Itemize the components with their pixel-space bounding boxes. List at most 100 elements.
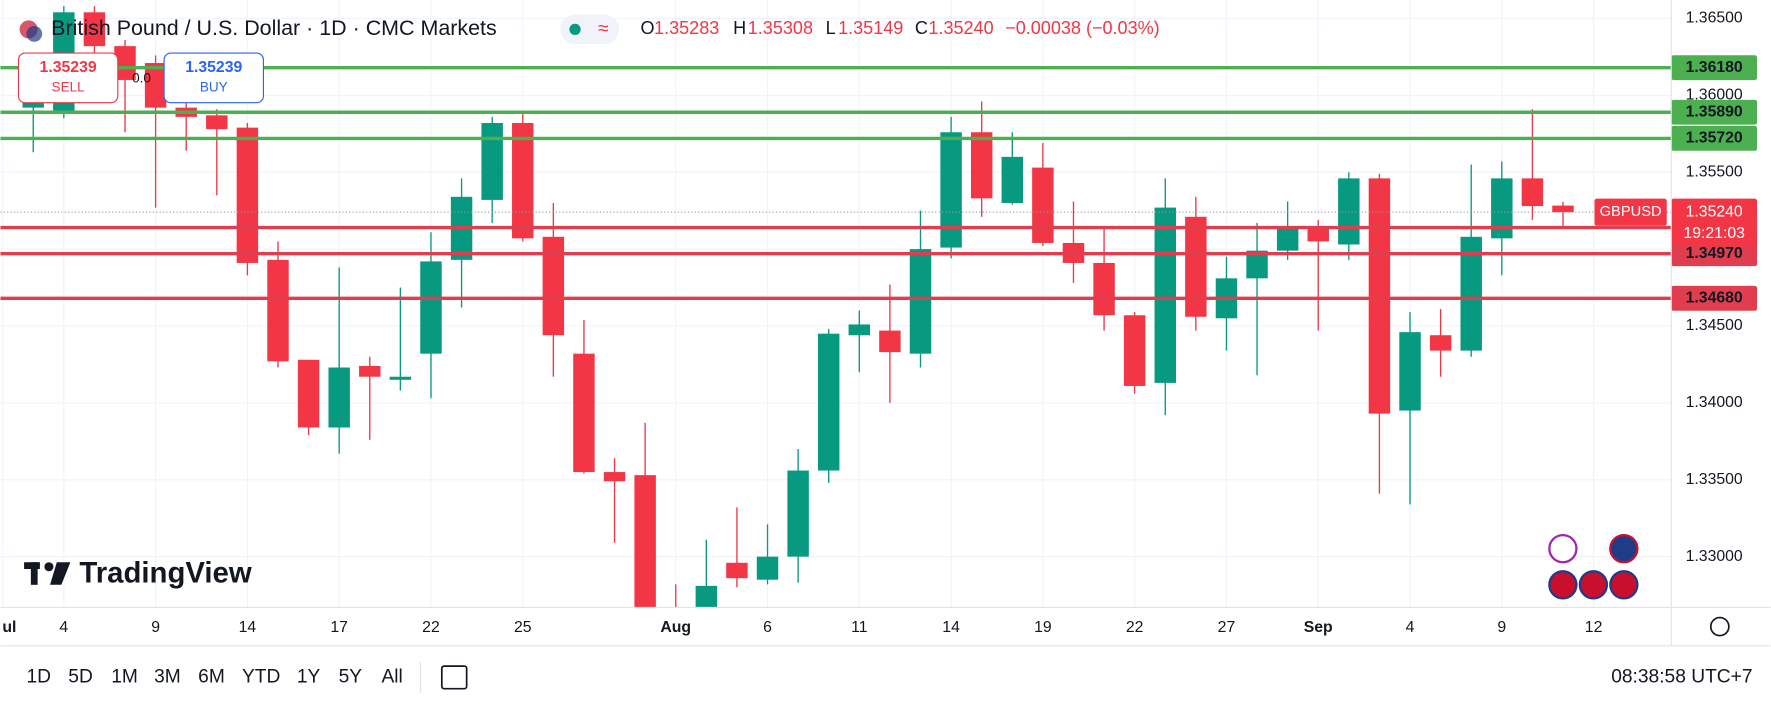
x-tick-label: 11 bbox=[851, 619, 868, 636]
ohlc-change: −0.00038 (−0.03%) bbox=[1005, 18, 1160, 38]
x-tick-label: ul bbox=[2, 619, 16, 636]
candle-body bbox=[328, 367, 350, 428]
y-tick-label: 1.33000 bbox=[1686, 548, 1743, 565]
candle-body bbox=[542, 236, 565, 336]
event-icon[interactable] bbox=[1609, 534, 1639, 564]
level-label: 1.34680 bbox=[1686, 289, 1743, 306]
symbol-title: British Pound / U.S. Dollar · 1D · CMC M… bbox=[51, 16, 497, 40]
candle-body bbox=[297, 359, 320, 428]
x-tick-label: 27 bbox=[1218, 619, 1236, 636]
ohlc-value: 1.35283 bbox=[654, 18, 719, 38]
candle-body bbox=[1032, 167, 1054, 243]
range-button[interactable]: 6M bbox=[198, 666, 225, 687]
level-label-box bbox=[1671, 125, 1758, 151]
ohlc-label: O bbox=[641, 18, 655, 38]
candle-body bbox=[1429, 335, 1452, 351]
y-tick-label: 1.35500 bbox=[1686, 163, 1743, 180]
candle-body bbox=[909, 249, 932, 354]
candle-body bbox=[1307, 226, 1329, 242]
level-label-box bbox=[1671, 99, 1758, 125]
range-button[interactable]: 5D bbox=[68, 666, 93, 687]
candle-body bbox=[817, 333, 840, 471]
spread: 0.0 bbox=[132, 71, 151, 86]
range-button[interactable]: 3M bbox=[154, 666, 181, 687]
x-tick-label: Aug bbox=[660, 619, 691, 636]
candle-body bbox=[1521, 178, 1544, 207]
sell-label: SELL bbox=[52, 80, 86, 95]
candle-body bbox=[1123, 315, 1146, 386]
ohlc-label: H bbox=[733, 18, 746, 38]
settings-icon[interactable] bbox=[1709, 616, 1730, 637]
y-tick-label: 1.36000 bbox=[1686, 87, 1743, 104]
date-range-icon[interactable] bbox=[440, 665, 468, 690]
event-icon[interactable] bbox=[1609, 570, 1639, 600]
level-label: 1.35720 bbox=[1686, 130, 1743, 147]
symbol-label: GBPUSD bbox=[1600, 204, 1662, 220]
candle-body bbox=[940, 132, 962, 248]
x-tick-label: 22 bbox=[422, 619, 440, 636]
level-label-box bbox=[1671, 285, 1758, 311]
price-axis: 1.330001.335001.340001.345001.350001.355… bbox=[1594, 10, 1758, 565]
market-status-dot bbox=[569, 23, 581, 35]
range-button[interactable]: 1D bbox=[26, 666, 51, 687]
brand-logo bbox=[50, 562, 71, 585]
range-button[interactable]: 1Y bbox=[297, 666, 321, 687]
range-button[interactable]: All bbox=[381, 666, 402, 687]
indicator-pill[interactable] bbox=[560, 14, 620, 45]
candle-body bbox=[1185, 216, 1207, 317]
event-icon[interactable] bbox=[1548, 570, 1578, 600]
candle-body bbox=[573, 353, 595, 473]
candle-body bbox=[1093, 262, 1115, 316]
countdown: 19:21:03 bbox=[1683, 225, 1745, 242]
buy-label: BUY bbox=[200, 80, 228, 95]
y-tick-label: 1.34500 bbox=[1686, 317, 1743, 334]
y-tick-label: 1.36500 bbox=[1686, 10, 1743, 27]
ohlc-value: 1.35240 bbox=[928, 18, 993, 38]
x-tick-label: 19 bbox=[1034, 619, 1052, 636]
event-icon[interactable] bbox=[1548, 534, 1578, 564]
ohlc-label: C bbox=[915, 18, 928, 38]
clock: 08:38:58 UTC+7 bbox=[1611, 666, 1752, 687]
candle-body bbox=[1001, 156, 1024, 203]
candle-body bbox=[1460, 236, 1482, 351]
x-tick-label: 12 bbox=[1585, 619, 1603, 636]
level-label: 1.35890 bbox=[1686, 103, 1743, 120]
x-tick-label: 14 bbox=[942, 619, 960, 636]
x-tick-label: Sep bbox=[1304, 619, 1333, 636]
candle-body bbox=[1491, 178, 1513, 239]
candle-body bbox=[359, 365, 381, 377]
candle-body bbox=[1246, 250, 1268, 279]
candle-body bbox=[236, 127, 259, 263]
candle-body bbox=[970, 132, 993, 199]
x-tick-label: 9 bbox=[151, 619, 160, 636]
x-tick-label: 22 bbox=[1126, 619, 1144, 636]
candle-body bbox=[1338, 178, 1360, 245]
candle-body bbox=[1276, 227, 1299, 251]
candle-body bbox=[420, 261, 442, 354]
candle-body bbox=[787, 470, 809, 557]
range-button[interactable]: YTD bbox=[242, 666, 280, 687]
sell-button[interactable] bbox=[17, 52, 119, 104]
x-tick-label: 25 bbox=[514, 619, 532, 636]
brand-logo bbox=[44, 562, 54, 572]
candle-body bbox=[1368, 178, 1391, 414]
x-tick-label: 14 bbox=[239, 619, 257, 636]
y-tick-label: 1.34000 bbox=[1686, 394, 1743, 411]
candle-body bbox=[206, 115, 228, 130]
candle-body bbox=[114, 46, 136, 80]
range-button[interactable]: 5Y bbox=[339, 666, 363, 687]
x-tick-label: 4 bbox=[59, 619, 68, 636]
buy-price: 1.35239 bbox=[185, 59, 242, 76]
overlay: British Pound / U.S. Dollar · 1D · CMC M… bbox=[0, 0, 1771, 694]
level-label: 1.36180 bbox=[1686, 59, 1743, 76]
brand-logo bbox=[30, 562, 38, 585]
candle-body bbox=[1399, 332, 1421, 411]
last-price-box bbox=[1671, 198, 1758, 247]
range-button[interactable]: 1M bbox=[111, 666, 138, 687]
level-label-box bbox=[1671, 55, 1758, 81]
event-icon[interactable] bbox=[1578, 570, 1609, 600]
buy-button[interactable] bbox=[163, 52, 264, 104]
